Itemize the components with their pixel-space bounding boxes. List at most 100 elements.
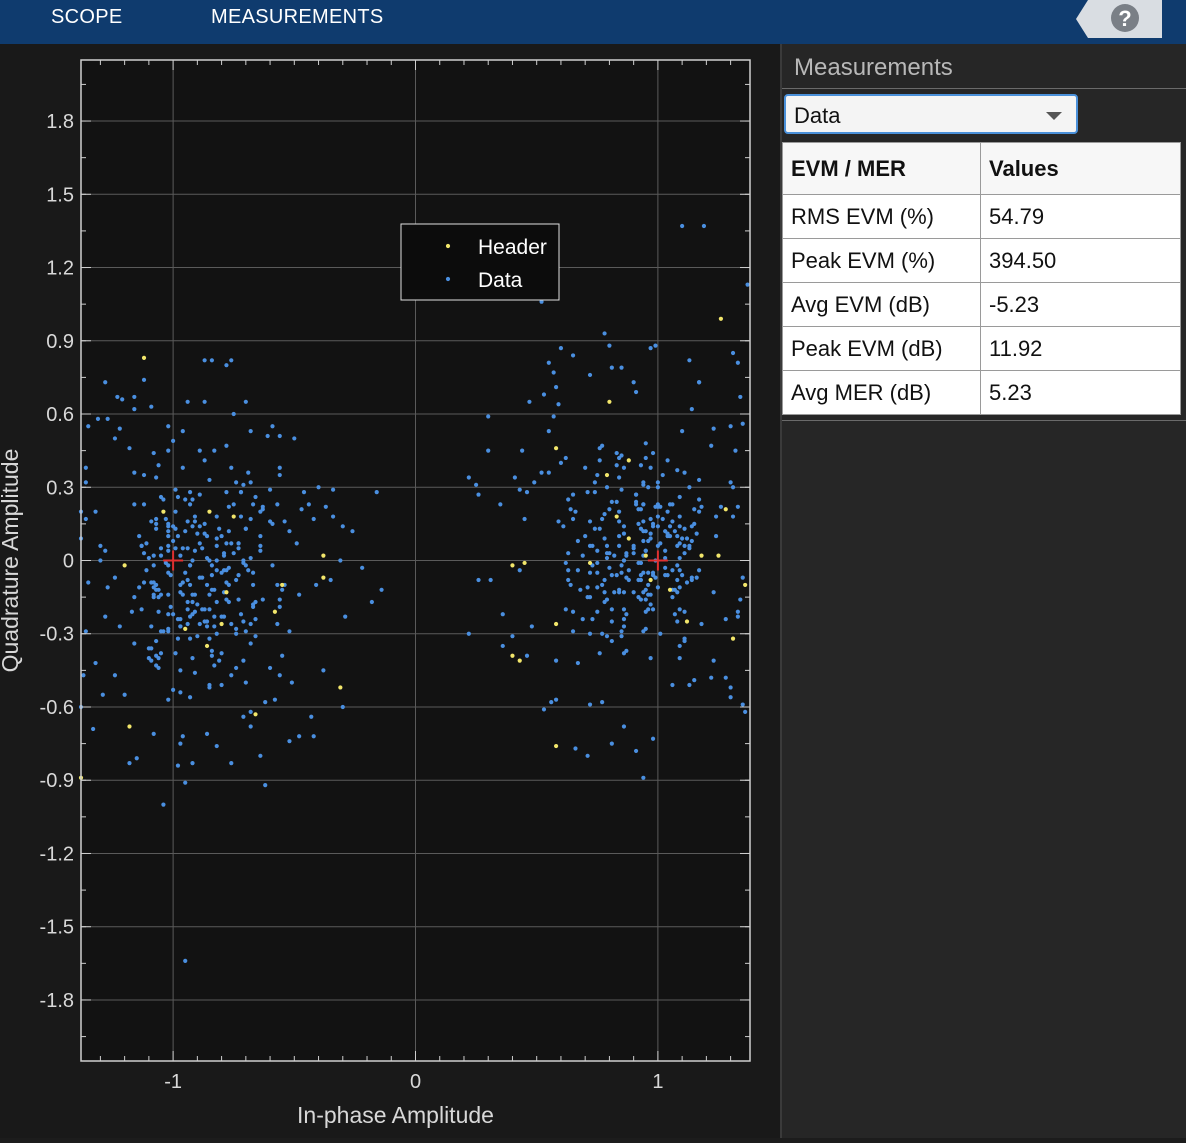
data-point bbox=[231, 551, 236, 556]
data-point bbox=[604, 634, 610, 639]
data-point bbox=[158, 651, 164, 656]
data-point bbox=[158, 592, 164, 597]
data-point bbox=[238, 490, 244, 495]
data-point bbox=[522, 560, 527, 566]
data-point bbox=[219, 651, 224, 656]
data-point bbox=[636, 507, 641, 512]
data-point bbox=[350, 529, 355, 534]
pane-divider[interactable] bbox=[780, 44, 782, 1138]
data-point bbox=[178, 668, 183, 673]
y-tick-label: 1.5 bbox=[46, 184, 74, 206]
data-point bbox=[566, 497, 571, 502]
data-point bbox=[672, 612, 677, 617]
signal-select-dropdown[interactable]: Data bbox=[784, 94, 1078, 134]
data-point bbox=[617, 475, 622, 480]
data-point bbox=[723, 675, 728, 680]
data-point bbox=[677, 541, 682, 546]
data-point bbox=[219, 682, 224, 688]
data-point bbox=[379, 587, 384, 592]
data-point bbox=[103, 380, 108, 385]
data-point bbox=[209, 648, 214, 653]
data-point bbox=[728, 695, 733, 700]
data-point bbox=[583, 465, 588, 470]
data-point bbox=[617, 455, 622, 461]
data-point bbox=[86, 580, 91, 585]
legend[interactable]: Header Data bbox=[400, 223, 560, 301]
data-point bbox=[665, 458, 670, 463]
data-point bbox=[684, 619, 690, 624]
data-point bbox=[195, 531, 200, 536]
data-point bbox=[663, 529, 668, 534]
data-point bbox=[556, 402, 561, 407]
data-point bbox=[595, 585, 600, 590]
data-point bbox=[617, 519, 622, 524]
data-point bbox=[277, 433, 282, 439]
data-point bbox=[178, 590, 183, 595]
data-point bbox=[617, 543, 622, 548]
data-point bbox=[728, 424, 733, 429]
data-point bbox=[648, 536, 653, 541]
plot-pane: -1 0 1 1.8 1.5 1.2 0.9 0.6 0.3 0 -0.3 -0.6 -0.9 -1.2 -… bbox=[0, 44, 780, 1138]
data-point bbox=[619, 487, 624, 492]
column-header-metric[interactable]: EVM / MER bbox=[782, 142, 981, 195]
data-point bbox=[566, 577, 571, 583]
data-point bbox=[141, 377, 147, 382]
data-point bbox=[617, 590, 622, 595]
data-point bbox=[621, 616, 627, 622]
y-tick-label: -1.8 bbox=[40, 990, 74, 1012]
data-point bbox=[558, 460, 564, 465]
data-point bbox=[166, 424, 171, 429]
data-point bbox=[713, 533, 719, 539]
data-point bbox=[287, 739, 292, 744]
data-point bbox=[202, 531, 207, 536]
data-point bbox=[621, 624, 627, 629]
data-point bbox=[743, 709, 748, 714]
data-point bbox=[667, 524, 673, 529]
data-point bbox=[655, 543, 660, 548]
data-point bbox=[151, 553, 156, 558]
data-point bbox=[277, 673, 282, 678]
data-point bbox=[655, 585, 660, 590]
panel-title-divider bbox=[782, 88, 1186, 89]
data-point bbox=[277, 465, 282, 470]
constellation-plot[interactable]: -1 0 1 1.8 1.5 1.2 0.9 0.6 0.3 0 -0.3 -0.6 -0.9 -1.2 -… bbox=[0, 44, 780, 1138]
help-button[interactable]: ? bbox=[1076, 0, 1162, 38]
data-point bbox=[86, 424, 91, 429]
data-point bbox=[655, 524, 660, 529]
data-point bbox=[171, 612, 176, 617]
data-point bbox=[570, 629, 576, 634]
data-point bbox=[226, 565, 231, 570]
data-point bbox=[265, 433, 270, 439]
legend-marker bbox=[445, 243, 451, 249]
data-point bbox=[132, 470, 137, 475]
data-point bbox=[212, 624, 217, 629]
data-point bbox=[607, 343, 612, 348]
data-point bbox=[655, 485, 660, 490]
data-point bbox=[180, 465, 185, 470]
data-point bbox=[192, 519, 198, 524]
data-point bbox=[236, 541, 241, 546]
data-point bbox=[612, 590, 617, 595]
data-point bbox=[132, 502, 137, 507]
column-header-values[interactable]: Values bbox=[980, 142, 1181, 195]
tab-scope[interactable]: SCOPE bbox=[51, 6, 123, 28]
data-point bbox=[566, 551, 571, 556]
table-row: RMS EVM (%) 54.79 bbox=[782, 194, 1181, 239]
data-point bbox=[209, 573, 214, 578]
data-point bbox=[512, 475, 517, 480]
data-point bbox=[619, 563, 624, 568]
data-point bbox=[570, 353, 576, 358]
data-point bbox=[614, 573, 619, 578]
data-point bbox=[549, 700, 554, 705]
data-point bbox=[173, 546, 178, 551]
data-point bbox=[132, 595, 137, 600]
table-row: Peak EVM (dB) 11.92 bbox=[782, 326, 1181, 371]
data-point bbox=[117, 426, 122, 431]
data-point bbox=[141, 580, 147, 585]
tab-measurements[interactable]: MEASUREMENTS bbox=[211, 6, 384, 28]
data-point bbox=[275, 582, 280, 588]
data-point bbox=[602, 512, 607, 517]
data-point bbox=[183, 570, 188, 575]
data-point bbox=[650, 573, 656, 578]
data-point bbox=[91, 726, 96, 732]
